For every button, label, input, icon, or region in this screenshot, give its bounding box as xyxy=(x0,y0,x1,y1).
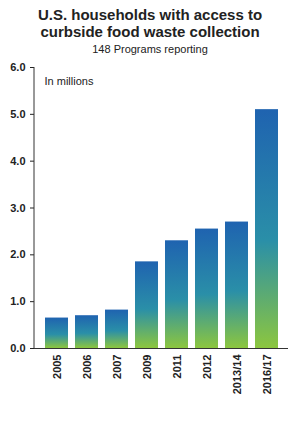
svg-text:2005: 2005 xyxy=(51,355,63,379)
svg-text:2009: 2009 xyxy=(141,355,153,379)
html-text:U.S. households with access to: U.S. households with access to curbside … xyxy=(37,6,263,40)
svg-text:5.0: 5.0 xyxy=(10,108,25,120)
svg-text:2012: 2012 xyxy=(201,355,213,379)
svg-text:4.0: 4.0 xyxy=(10,155,25,167)
svg-text:2013/14: 2013/14 xyxy=(231,354,243,395)
svg-text:1.0: 1.0 xyxy=(10,295,25,307)
svg-text:0.0: 0.0 xyxy=(10,342,25,354)
svg-text:2011: 2011 xyxy=(171,355,183,379)
svg-text:2016/17: 2016/17 xyxy=(261,355,273,395)
svg-text:2.0: 2.0 xyxy=(10,248,25,260)
svg-text:In millions: In millions xyxy=(45,75,94,87)
svg-text:2006: 2006 xyxy=(81,355,93,379)
html-text:148 Programs reporting: 148 Programs reporting xyxy=(92,43,208,55)
svg-text:2007: 2007 xyxy=(111,355,123,379)
svg-text:3.0: 3.0 xyxy=(10,202,25,214)
svg-text:6.0: 6.0 xyxy=(10,61,25,73)
